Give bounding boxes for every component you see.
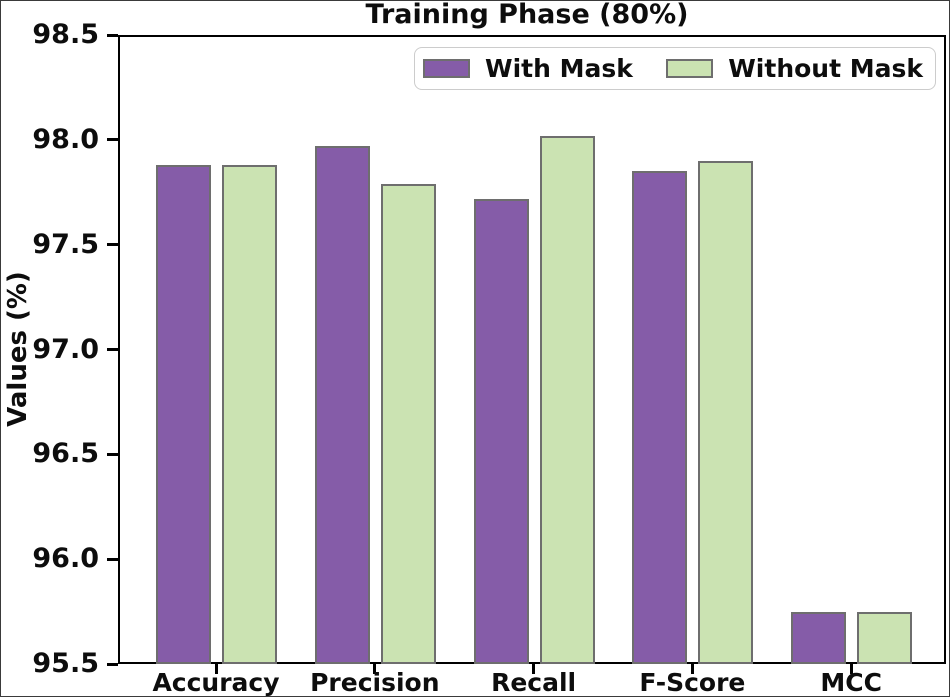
ytick-mark [107,557,118,561]
legend: With Mask Without Mask [414,47,936,90]
xtick-label: Precision [310,668,440,697]
ytick-mark [107,452,118,456]
xtick-mark [373,664,377,674]
ytick-mark [107,243,118,247]
xtick-mark [532,664,536,674]
legend-item: Without Mask [666,54,923,83]
ytick-mark [107,138,118,142]
bar-with-mask-precision [314,146,370,664]
ytick-label: 97.0 [32,333,99,365]
ytick-mark [107,348,118,351]
ytick-label: 98.0 [32,123,99,155]
legend-swatch [423,59,470,78]
xtick-mark [214,664,218,674]
bar-without-mask-mcc [857,611,913,664]
ytick-label: 97.5 [32,228,99,260]
bar-without-mask-accuracy [222,164,277,664]
bar-with-mask-f-score [632,171,688,664]
legend-label: Without Mask [728,54,923,83]
bar-without-mask-recall [539,135,595,664]
xtick-label: F-Score [639,668,746,697]
xtick-mark [849,664,853,674]
bar-without-mask-precision [380,183,436,664]
ytick-label: 95.5 [32,647,99,679]
ytick-mark [107,662,118,666]
ytick-label: 98.5 [32,18,99,50]
ytick-label: 96.0 [32,543,99,575]
bar-with-mask-mcc [791,611,847,664]
chart-title: Training Phase (80%) [365,0,689,30]
bar-with-mask-recall [473,198,529,664]
legend-label: With Mask [485,54,633,83]
ytick-label: 96.5 [32,438,99,470]
xtick-label: Recall [491,668,577,697]
xtick-label: Accuracy [152,668,280,697]
ytick-mark [107,33,118,37]
bar-without-mask-f-score [698,160,754,664]
y-axis-label: Values (%) [3,271,33,427]
bar-with-mask-accuracy [156,164,211,664]
xtick-label: MCC [820,668,882,697]
xtick-mark [690,664,694,674]
legend-item: With Mask [423,54,633,83]
legend-swatch [666,59,714,78]
